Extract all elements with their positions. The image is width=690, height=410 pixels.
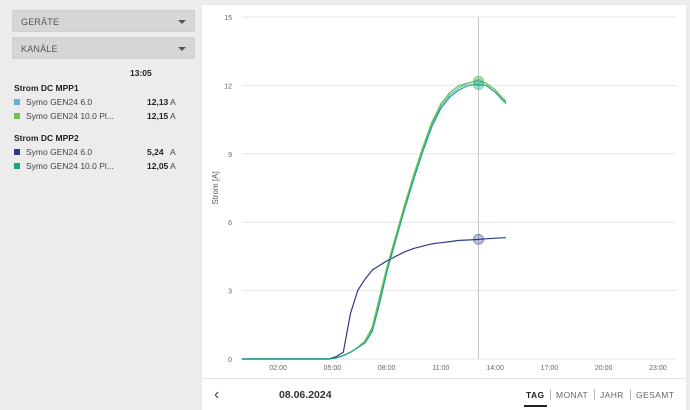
legend-item[interactable]: Symo GEN24 10.0 Pl... 12,05 A <box>14 161 194 173</box>
chevron-left-icon[interactable]: ‹ <box>214 386 220 403</box>
legend-item-name: Symo GEN24 10.0 Pl... <box>26 161 114 171</box>
cursor-marker <box>473 233 485 245</box>
legend-item-name: Symo GEN24 6.0 <box>26 147 93 157</box>
legend-item[interactable]: Symo GEN24 6.0 12,13 A <box>14 97 194 109</box>
y-tick-label: 3 <box>228 289 232 296</box>
legend-swatch <box>14 149 20 155</box>
legend-item-unit: A <box>170 147 176 157</box>
series-line <box>242 83 507 360</box>
x-tick-label: 20:00 <box>595 365 613 372</box>
y-axis-label: Strom [A] <box>211 171 220 204</box>
y-tick-label: 15 <box>224 15 232 22</box>
x-tick-label: 11:00 <box>432 365 449 372</box>
legend-item[interactable]: Symo GEN24 6.0 5,24 A <box>14 147 194 159</box>
x-tick-label: 14:00 <box>486 365 504 372</box>
tab-year[interactable]: JAHR <box>600 390 624 400</box>
legend-item[interactable]: Symo GEN24 10.0 Pl... 12,15 A <box>14 111 194 123</box>
sidebar: GERÄTE KANÄLE 13:05 Strom DC MPP1 Symo G… <box>0 0 200 410</box>
date-navigation-bar: ‹ 08.06.2024 TAG MONAT JAHR GESAMT <box>202 378 686 410</box>
legend-item-value: 5,24 <box>147 147 164 157</box>
legend-swatch <box>14 113 20 119</box>
x-tick-label: 17:00 <box>541 365 559 372</box>
tab-separator <box>594 389 595 400</box>
devices-dropdown-label: GERÄTE <box>21 17 60 27</box>
legend-swatch <box>14 163 20 169</box>
caret-down-icon <box>178 47 186 51</box>
x-tick-label: 05:00 <box>324 365 342 372</box>
legend-item-name: Symo GEN24 6.0 <box>26 97 93 107</box>
legend-swatch <box>14 99 20 105</box>
tab-separator <box>550 389 551 400</box>
legend-time: 13:05 <box>130 68 152 78</box>
legend-item-value: 12,05 <box>147 161 169 171</box>
x-tick-label: 23:00 <box>649 365 667 372</box>
tab-day[interactable]: TAG <box>524 390 546 407</box>
legend-item-value: 12,15 <box>147 111 169 121</box>
legend-group-title: Strom DC MPP1 <box>14 83 79 93</box>
legend-group-title: Strom DC MPP2 <box>14 133 79 143</box>
series-line <box>242 80 507 360</box>
x-tick-label: 02:00 <box>269 365 287 372</box>
series-line <box>242 237 507 360</box>
y-tick-label: 0 <box>228 357 232 364</box>
legend-item-value: 12,13 <box>147 97 169 107</box>
tab-total[interactable]: GESAMT <box>636 390 675 400</box>
line-chart[interactable]: 0 3 6 9 12 15 02:00 05:00 08:00 11:00 14:00 17:00 20… <box>202 5 686 378</box>
channels-dropdown[interactable]: KANÄLE <box>12 37 195 59</box>
legend-item-unit: A <box>170 111 176 121</box>
legend-item-name: Symo GEN24 10.0 Pl... <box>26 111 114 121</box>
devices-dropdown[interactable]: GERÄTE <box>12 10 195 32</box>
cursor-marker <box>473 78 485 90</box>
y-tick-label: 6 <box>228 220 232 227</box>
legend-item-unit: A <box>170 97 176 107</box>
y-tick-label: 12 <box>224 83 232 90</box>
legend-item-unit: A <box>170 161 176 171</box>
y-tick-label: 9 <box>228 152 232 159</box>
selected-date[interactable]: 08.06.2024 <box>279 389 332 401</box>
chart-panel: 0 3 6 9 12 15 02:00 05:00 08:00 11:00 14:00 17:00 20… <box>202 5 686 410</box>
tab-month[interactable]: MONAT <box>556 390 589 400</box>
cursor-marker <box>473 75 485 87</box>
x-tick-label: 08:00 <box>378 365 396 372</box>
channels-dropdown-label: KANÄLE <box>21 44 58 54</box>
tab-separator <box>630 389 631 400</box>
caret-down-icon <box>178 20 186 24</box>
